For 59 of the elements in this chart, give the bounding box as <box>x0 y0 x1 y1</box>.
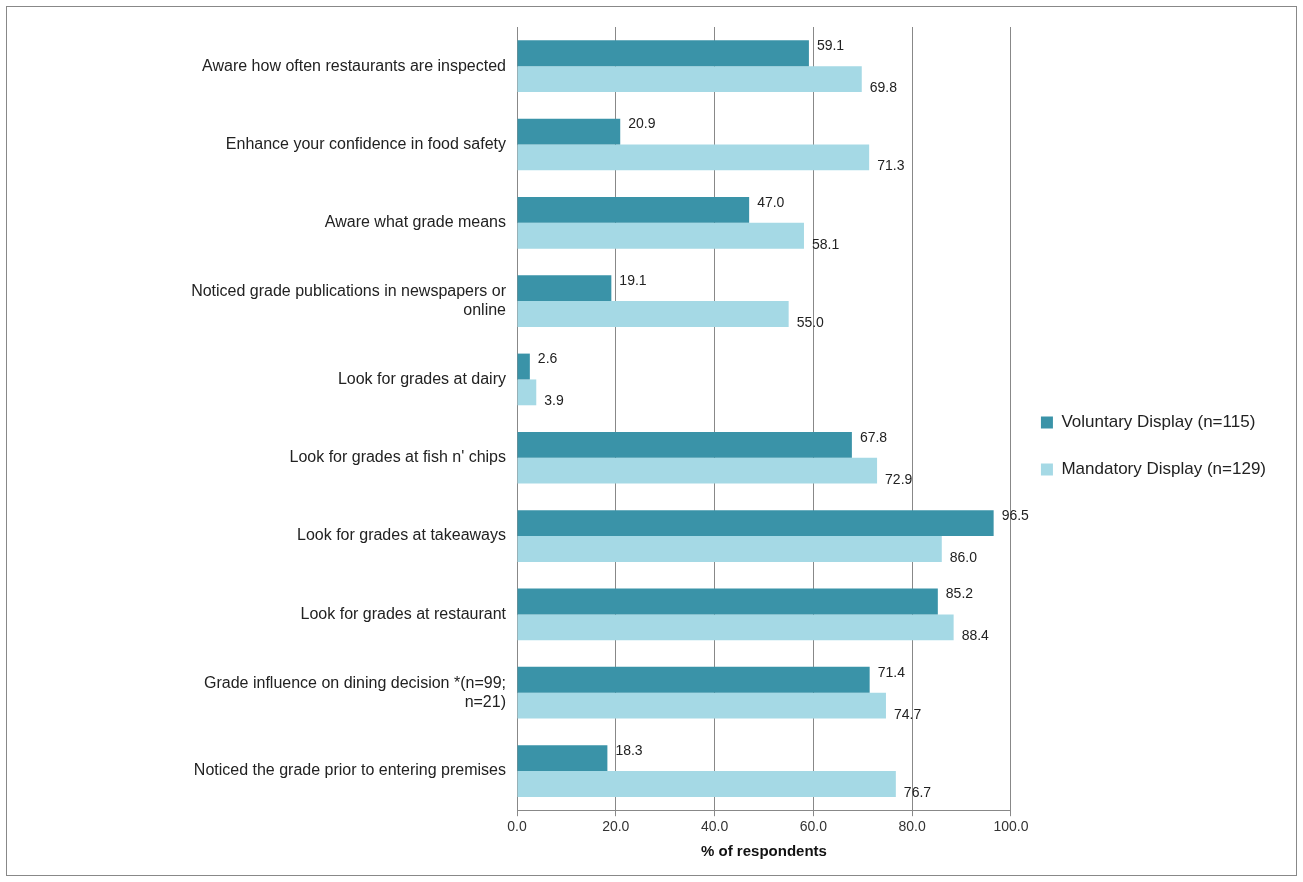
bar <box>517 196 750 223</box>
bar <box>517 66 862 93</box>
bar <box>517 588 938 615</box>
bar <box>517 692 886 719</box>
bar <box>517 275 612 302</box>
x-tick-label: 60.0 <box>799 818 828 835</box>
data-label: 47.0 <box>757 193 785 210</box>
data-label: 72.9 <box>885 470 913 487</box>
bar <box>517 40 809 67</box>
data-label: 74.7 <box>893 705 922 722</box>
bar <box>517 222 804 249</box>
data-label: 58.1 <box>811 235 840 252</box>
bar <box>517 431 852 458</box>
y-tick-label: Look for grades at takeaways <box>296 526 506 544</box>
y-tick-label: Aware what grade means <box>324 213 506 231</box>
bar <box>517 771 896 797</box>
data-label: 76.7 <box>903 783 932 800</box>
bar <box>517 118 621 145</box>
y-tick-label: Enhance your confidence in food safety <box>225 134 506 152</box>
y-tick-label: Aware how often restaurants are inspected <box>202 56 506 74</box>
y-tick-label: Grade influence on dining decision *(n=99; n=21) <box>204 673 506 710</box>
bar <box>517 666 870 693</box>
y-tick-label: Noticed the grade prior to entering premises <box>193 761 506 779</box>
data-label: 71.3 <box>877 157 905 174</box>
data-label: 71.4 <box>877 663 906 680</box>
data-label: 88.4 <box>961 627 990 644</box>
y-tick-label: Look for grades at fish n' chips <box>289 448 506 466</box>
bar <box>517 379 537 406</box>
bar <box>517 614 954 641</box>
bar <box>517 353 530 380</box>
data-label: 19.1 <box>619 272 647 289</box>
bar <box>517 510 994 537</box>
bar <box>517 301 789 327</box>
bar <box>517 457 878 484</box>
data-label: 59.1 <box>816 37 845 54</box>
x-tick-label: 100.0 <box>993 818 1029 835</box>
legend-label: Voluntary Display (n=115) <box>1061 412 1256 432</box>
data-label: 69.8 <box>869 78 898 95</box>
data-label: 3.9 <box>544 392 564 409</box>
x-axis-title: % of respondents <box>701 842 827 860</box>
legend-label: Mandatory Display (n=129) <box>1061 459 1267 479</box>
y-tick-label: Noticed grade publications in newspapers or online <box>191 281 507 319</box>
data-label: 96.5 <box>1001 507 1030 524</box>
x-tick-label: 20.0 <box>602 818 630 835</box>
y-tick-label: Look for grades at dairy <box>337 369 506 387</box>
data-label: 20.9 <box>628 115 656 132</box>
data-label: 55.0 <box>796 313 825 330</box>
data-label: 67.8 <box>859 428 888 445</box>
bar <box>517 144 870 171</box>
data-label: 86.0 <box>949 548 978 565</box>
data-label: 2.6 <box>537 350 558 367</box>
bar <box>517 536 942 562</box>
bar <box>517 745 608 772</box>
y-tick-label: Look for grades at restaurant <box>300 604 507 622</box>
data-label: 18.3 <box>615 741 643 758</box>
x-tick-label: 0.0 <box>507 818 527 835</box>
x-tick-label: 80.0 <box>898 818 926 835</box>
data-label: 85.2 <box>945 585 974 602</box>
x-tick-label: 40.0 <box>700 818 729 835</box>
